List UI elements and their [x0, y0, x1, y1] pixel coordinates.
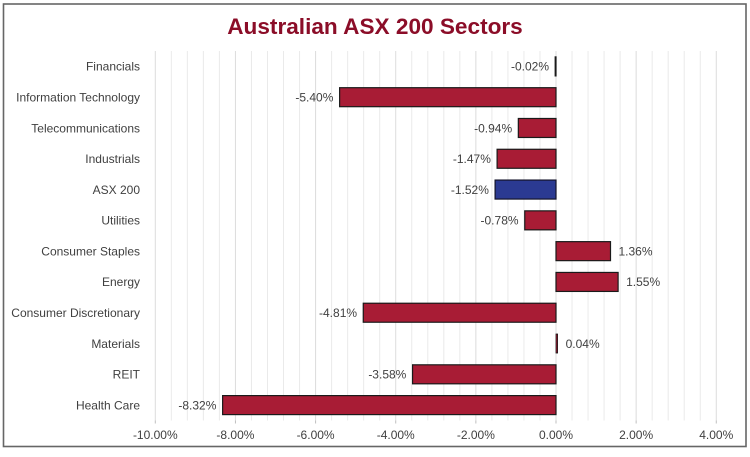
svg-text:0.00%: 0.00%	[539, 428, 573, 442]
svg-text:ASX 200: ASX 200	[93, 183, 141, 197]
svg-text:-3.58%: -3.58%	[368, 368, 406, 382]
svg-text:-0.78%: -0.78%	[481, 214, 519, 228]
svg-text:Industrials: Industrials	[85, 152, 140, 166]
svg-text:-10.00%: -10.00%	[133, 428, 178, 442]
svg-text:-8.32%: -8.32%	[178, 398, 216, 412]
svg-text:REIT: REIT	[113, 368, 141, 382]
svg-text:Information Technology: Information Technology	[16, 90, 140, 104]
svg-text:-4.81%: -4.81%	[319, 306, 357, 320]
svg-text:-6.00%: -6.00%	[297, 428, 335, 442]
svg-text:-1.52%: -1.52%	[451, 183, 489, 197]
svg-text:Australian ASX 200 Sectors: Australian ASX 200 Sectors	[227, 14, 523, 39]
svg-text:-8.00%: -8.00%	[216, 428, 254, 442]
svg-text:Financials: Financials	[86, 60, 140, 74]
svg-text:2.00%: 2.00%	[619, 428, 653, 442]
svg-text:-1.47%: -1.47%	[453, 152, 491, 166]
svg-text:Telecommunications: Telecommunications	[31, 121, 140, 135]
svg-text:4.00%: 4.00%	[699, 428, 733, 442]
svg-text:1.36%: 1.36%	[619, 244, 653, 258]
svg-text:-0.02%: -0.02%	[511, 60, 549, 74]
svg-text:Energy: Energy	[102, 275, 140, 289]
svg-text:1.55%: 1.55%	[626, 275, 660, 289]
svg-text:-0.94%: -0.94%	[474, 121, 512, 135]
svg-text:Utilities: Utilities	[101, 214, 140, 228]
svg-text:-4.00%: -4.00%	[377, 428, 415, 442]
svg-text:0.04%: 0.04%	[566, 337, 600, 351]
svg-text:Consumer Staples: Consumer Staples	[41, 244, 140, 258]
svg-text:Materials: Materials	[91, 337, 140, 351]
svg-text:Health Care: Health Care	[76, 398, 140, 412]
svg-text:Consumer Discretionary: Consumer Discretionary	[11, 306, 140, 320]
svg-text:-5.40%: -5.40%	[295, 90, 333, 104]
svg-text:-2.00%: -2.00%	[457, 428, 495, 442]
